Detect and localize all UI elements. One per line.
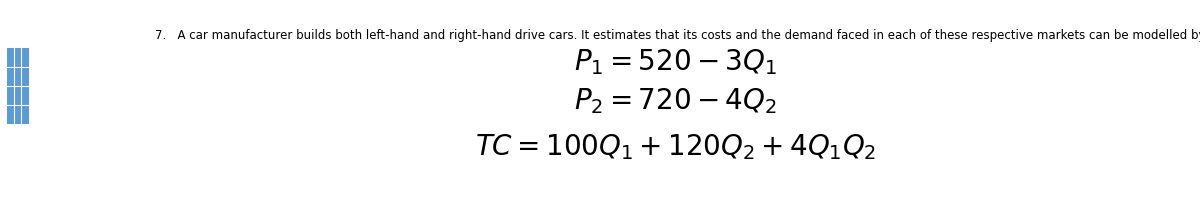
Text: $P_1 = 520 - 3Q_1$: $P_1 = 520 - 3Q_1$ — [574, 48, 778, 77]
Text: $TC = 100Q_1 + 120Q_2 + 4Q_1Q_2$: $TC = 100Q_1 + 120Q_2 + 4Q_1Q_2$ — [475, 132, 876, 162]
Text: $P_2 = 720 - 4Q_2$: $P_2 = 720 - 4Q_2$ — [574, 86, 776, 116]
Text: 7.   A car manufacturer builds both left-hand and right-hand drive cars. It esti: 7. A car manufacturer builds both left-h… — [155, 29, 1200, 42]
